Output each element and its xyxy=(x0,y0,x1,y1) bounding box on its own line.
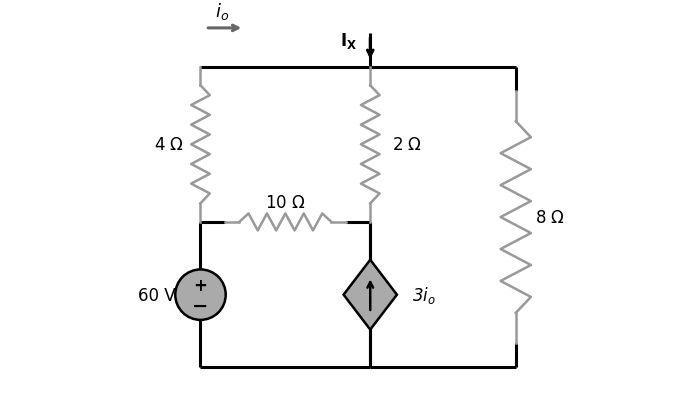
Polygon shape xyxy=(343,260,397,330)
Text: $\mathbf{I_X}$: $\mathbf{I_X}$ xyxy=(340,31,357,51)
Text: −: − xyxy=(192,296,209,315)
Text: 4 $\Omega$: 4 $\Omega$ xyxy=(154,136,184,154)
Text: $i_o$: $i_o$ xyxy=(215,1,229,22)
Text: 60 V: 60 V xyxy=(138,286,176,304)
Text: +: + xyxy=(194,276,208,294)
Text: 3$i_o$: 3$i_o$ xyxy=(412,285,435,306)
Text: 2 $\Omega$: 2 $\Omega$ xyxy=(392,136,421,154)
Text: 10 $\Omega$: 10 $\Omega$ xyxy=(265,193,306,211)
Text: 8 $\Omega$: 8 $\Omega$ xyxy=(535,209,565,227)
Circle shape xyxy=(175,270,226,320)
